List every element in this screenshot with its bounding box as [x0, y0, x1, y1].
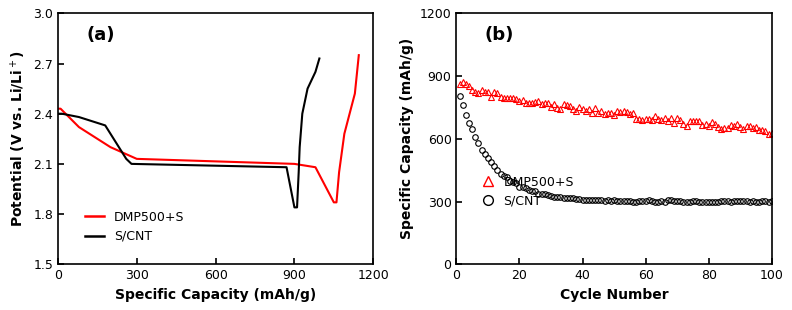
Legend: DMP500+S, S/CNT: DMP500+S, S/CNT [478, 170, 579, 213]
X-axis label: Cycle Number: Cycle Number [560, 288, 668, 302]
Legend: DMP500+S, S/CNT: DMP500+S, S/CNT [80, 206, 189, 248]
Text: (b): (b) [485, 26, 514, 44]
Y-axis label: Specific Capacity (mAh/g): Specific Capacity (mAh/g) [400, 38, 414, 239]
Text: (a): (a) [86, 26, 115, 44]
Y-axis label: Potential (V vs. Li/Li$^+$): Potential (V vs. Li/Li$^+$) [9, 50, 28, 227]
X-axis label: Specific Capacity (mAh/g): Specific Capacity (mAh/g) [115, 288, 316, 302]
